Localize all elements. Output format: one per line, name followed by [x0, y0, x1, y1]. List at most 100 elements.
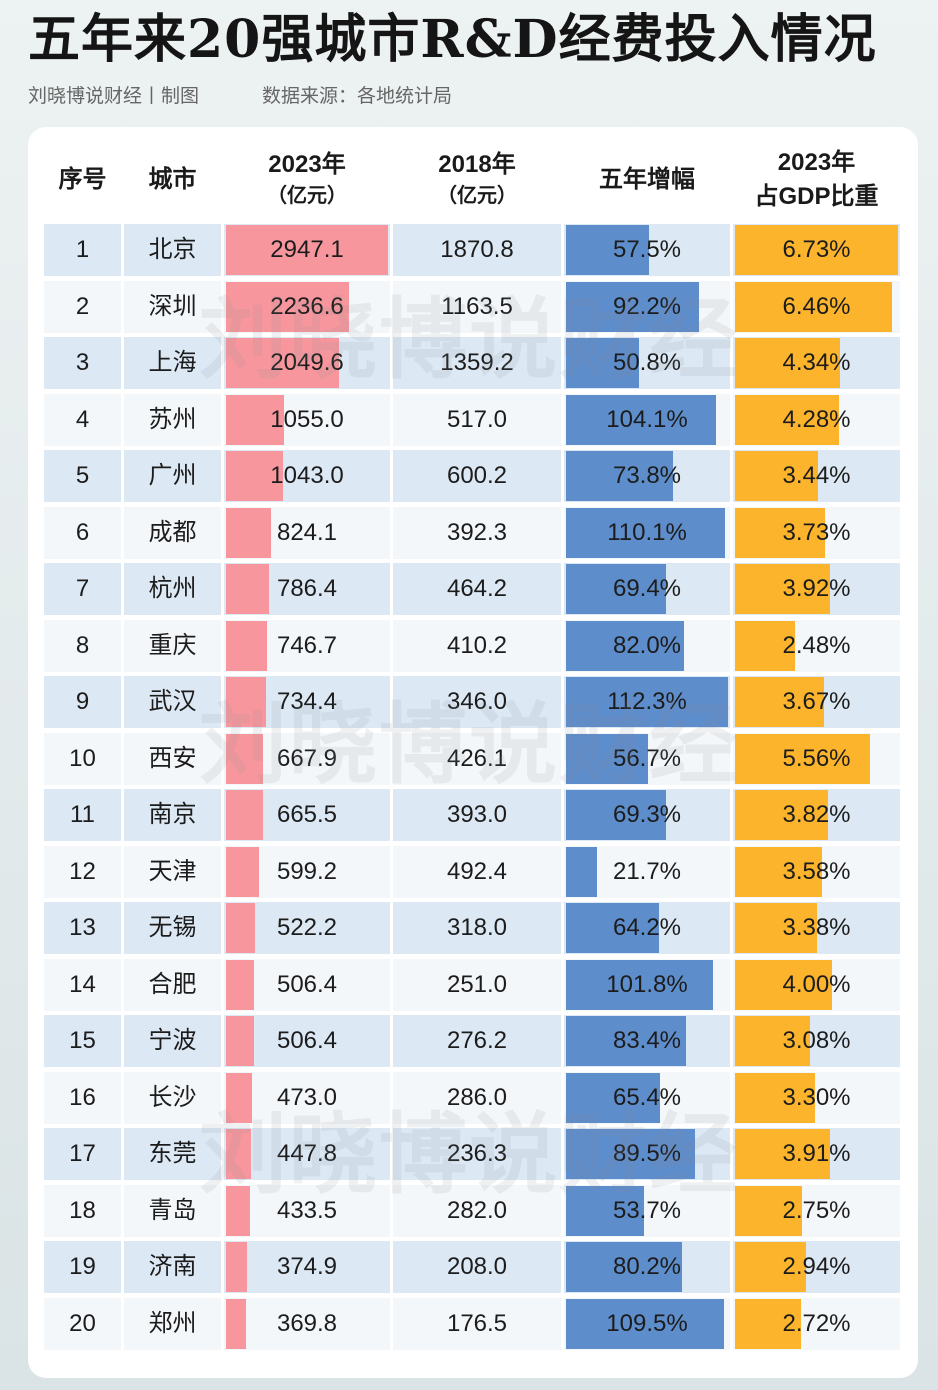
growth-value: 109.5%	[606, 1309, 688, 1337]
rank-value: 20	[69, 1309, 96, 1337]
rd-2018-cell: 393.0	[393, 789, 561, 841]
city-cell: 东莞	[124, 1128, 221, 1180]
growth-value: 80.2%	[612, 1253, 682, 1280]
rd-2018-cell: 176.5	[393, 1297, 561, 1350]
growth-value: 101.8%	[606, 970, 688, 998]
gdp-share-bar	[735, 1185, 802, 1236]
rd-2023-bar	[226, 1072, 252, 1123]
gdp-share-cell: 4.28%	[733, 393, 900, 446]
rd-2023-value: 522.2	[276, 914, 338, 941]
city-value: 成都	[148, 518, 197, 546]
gdp-share-bar	[735, 846, 822, 897]
header-rank: 序号	[44, 140, 121, 220]
rd-2018-value: 282.0	[446, 1196, 508, 1224]
growth-bar	[566, 620, 685, 671]
gdp-share-value: 6.46%	[782, 292, 851, 320]
city-value: 南京	[148, 801, 197, 828]
rank-value: 10	[69, 744, 96, 772]
city-cell: 西安	[124, 732, 221, 785]
growth-cell: 69.3%	[564, 789, 730, 841]
growth-value: 104.1%	[606, 405, 688, 433]
city-cell: 无锡	[124, 902, 221, 954]
credit-text: 刘晓博说财经丨制图	[28, 86, 200, 107]
rd-2023-value: 473.0	[276, 1083, 338, 1111]
rd-2023-value: 786.4	[276, 575, 338, 602]
rank-cell: 2	[44, 280, 121, 333]
rd-2018-value: 1359.2	[440, 349, 514, 376]
growth-value: 64.2%	[612, 914, 682, 941]
rd-2023-cell: 506.4	[224, 1015, 390, 1067]
rd-2023-bar	[226, 1242, 247, 1292]
gdp-share-value: 2.75%	[782, 1196, 851, 1224]
rd-2018-cell: 1870.8	[393, 224, 561, 276]
gdp-share-bar	[735, 620, 796, 671]
rd-2018-cell: 410.2	[393, 619, 561, 672]
table-header: 序号 城市 2023年 （亿元） 2018年 （亿元） 五年增幅 2023年 占…	[44, 140, 900, 220]
rank-cell: 14	[44, 958, 121, 1011]
city-cell: 天津	[124, 845, 221, 898]
gdp-share-bar	[735, 790, 828, 840]
gdp-share-value: 4.00%	[782, 970, 851, 998]
gdp-share-value: 3.58%	[782, 857, 851, 885]
city-cell: 青岛	[124, 1184, 221, 1237]
city-value: 北京	[148, 236, 197, 263]
gdp-share-cell: 2.94%	[733, 1241, 900, 1293]
rank-cell: 11	[44, 789, 121, 841]
growth-value: 65.4%	[612, 1083, 682, 1111]
gdp-share-cell: 3.73%	[733, 506, 900, 559]
rank-value: 12	[69, 857, 96, 885]
gdp-share-value: 3.91%	[782, 1140, 851, 1167]
rd-2023-bar	[226, 1185, 250, 1236]
table-row: 14 合肥 506.4 251.0 101.8% 4.00%	[44, 958, 900, 1011]
growth-bar	[566, 451, 673, 501]
gdp-share-cell: 6.73%	[733, 224, 900, 276]
table-row: 5 广州 1043.0 600.2 73.8% 3.44%	[44, 450, 900, 502]
rd-2023-cell: 1043.0	[224, 450, 390, 502]
growth-bar	[566, 338, 640, 388]
rd-2023-bar	[226, 281, 349, 332]
rd-2023-bar	[226, 225, 388, 275]
rd-2018-value: 251.0	[446, 970, 508, 998]
rd-2018-cell: 251.0	[393, 958, 561, 1011]
rd-2023-bar	[226, 394, 284, 445]
table-row: 10 西安 667.9 426.1 56.7% 5.56%	[44, 732, 900, 785]
growth-cell: 109.5%	[564, 1297, 730, 1350]
header-gdp-share: 2023年 占GDP比重	[733, 140, 900, 220]
rd-2023-cell: 506.4	[224, 958, 390, 1011]
rank-cell: 7	[44, 563, 121, 615]
rd-2023-cell: 2947.1	[224, 224, 390, 276]
city-value: 上海	[148, 349, 197, 376]
growth-value: 56.7%	[612, 744, 682, 772]
rd-2023-cell: 2049.6	[224, 337, 390, 389]
rd-2023-bar	[226, 733, 263, 784]
gdp-share-value: 2.94%	[782, 1253, 851, 1280]
gdp-share-bar	[735, 1298, 801, 1349]
rank-cell: 18	[44, 1184, 121, 1237]
rank-cell: 3	[44, 337, 121, 389]
gdp-share-bar	[735, 1242, 807, 1292]
gdp-share-value: 3.67%	[782, 688, 851, 715]
rd-2023-cell: 746.7	[224, 619, 390, 672]
header-city: 城市	[124, 140, 221, 220]
rd-2018-cell: 208.0	[393, 1241, 561, 1293]
table-row: 20 郑州 369.8 176.5 109.5% 2.72%	[44, 1297, 900, 1350]
gdp-share-cell: 3.58%	[733, 845, 900, 898]
header-rd-2018-unit: （亿元）	[437, 185, 517, 207]
gdp-share-cell: 3.30%	[733, 1071, 900, 1124]
growth-cell: 92.2%	[564, 280, 730, 333]
rd-2018-cell: 392.3	[393, 506, 561, 559]
growth-cell: 80.2%	[564, 1241, 730, 1293]
rd-2023-value: 667.9	[276, 744, 338, 772]
rd-2023-cell: 824.1	[224, 506, 390, 559]
growth-value: 53.7%	[612, 1196, 682, 1224]
table-row: 4 苏州 1055.0 517.0 104.1% 4.28%	[44, 393, 900, 446]
rank-value: 8	[75, 631, 90, 659]
rank-value: 4	[75, 405, 90, 433]
gdp-share-cell: 4.34%	[733, 337, 900, 389]
gdp-share-bar	[735, 1129, 830, 1179]
growth-value: 82.0%	[612, 631, 682, 659]
rd-2023-bar	[226, 1298, 247, 1349]
rd-2018-value: 517.0	[446, 405, 508, 433]
city-cell: 合肥	[124, 958, 221, 1011]
growth-bar	[566, 281, 699, 332]
